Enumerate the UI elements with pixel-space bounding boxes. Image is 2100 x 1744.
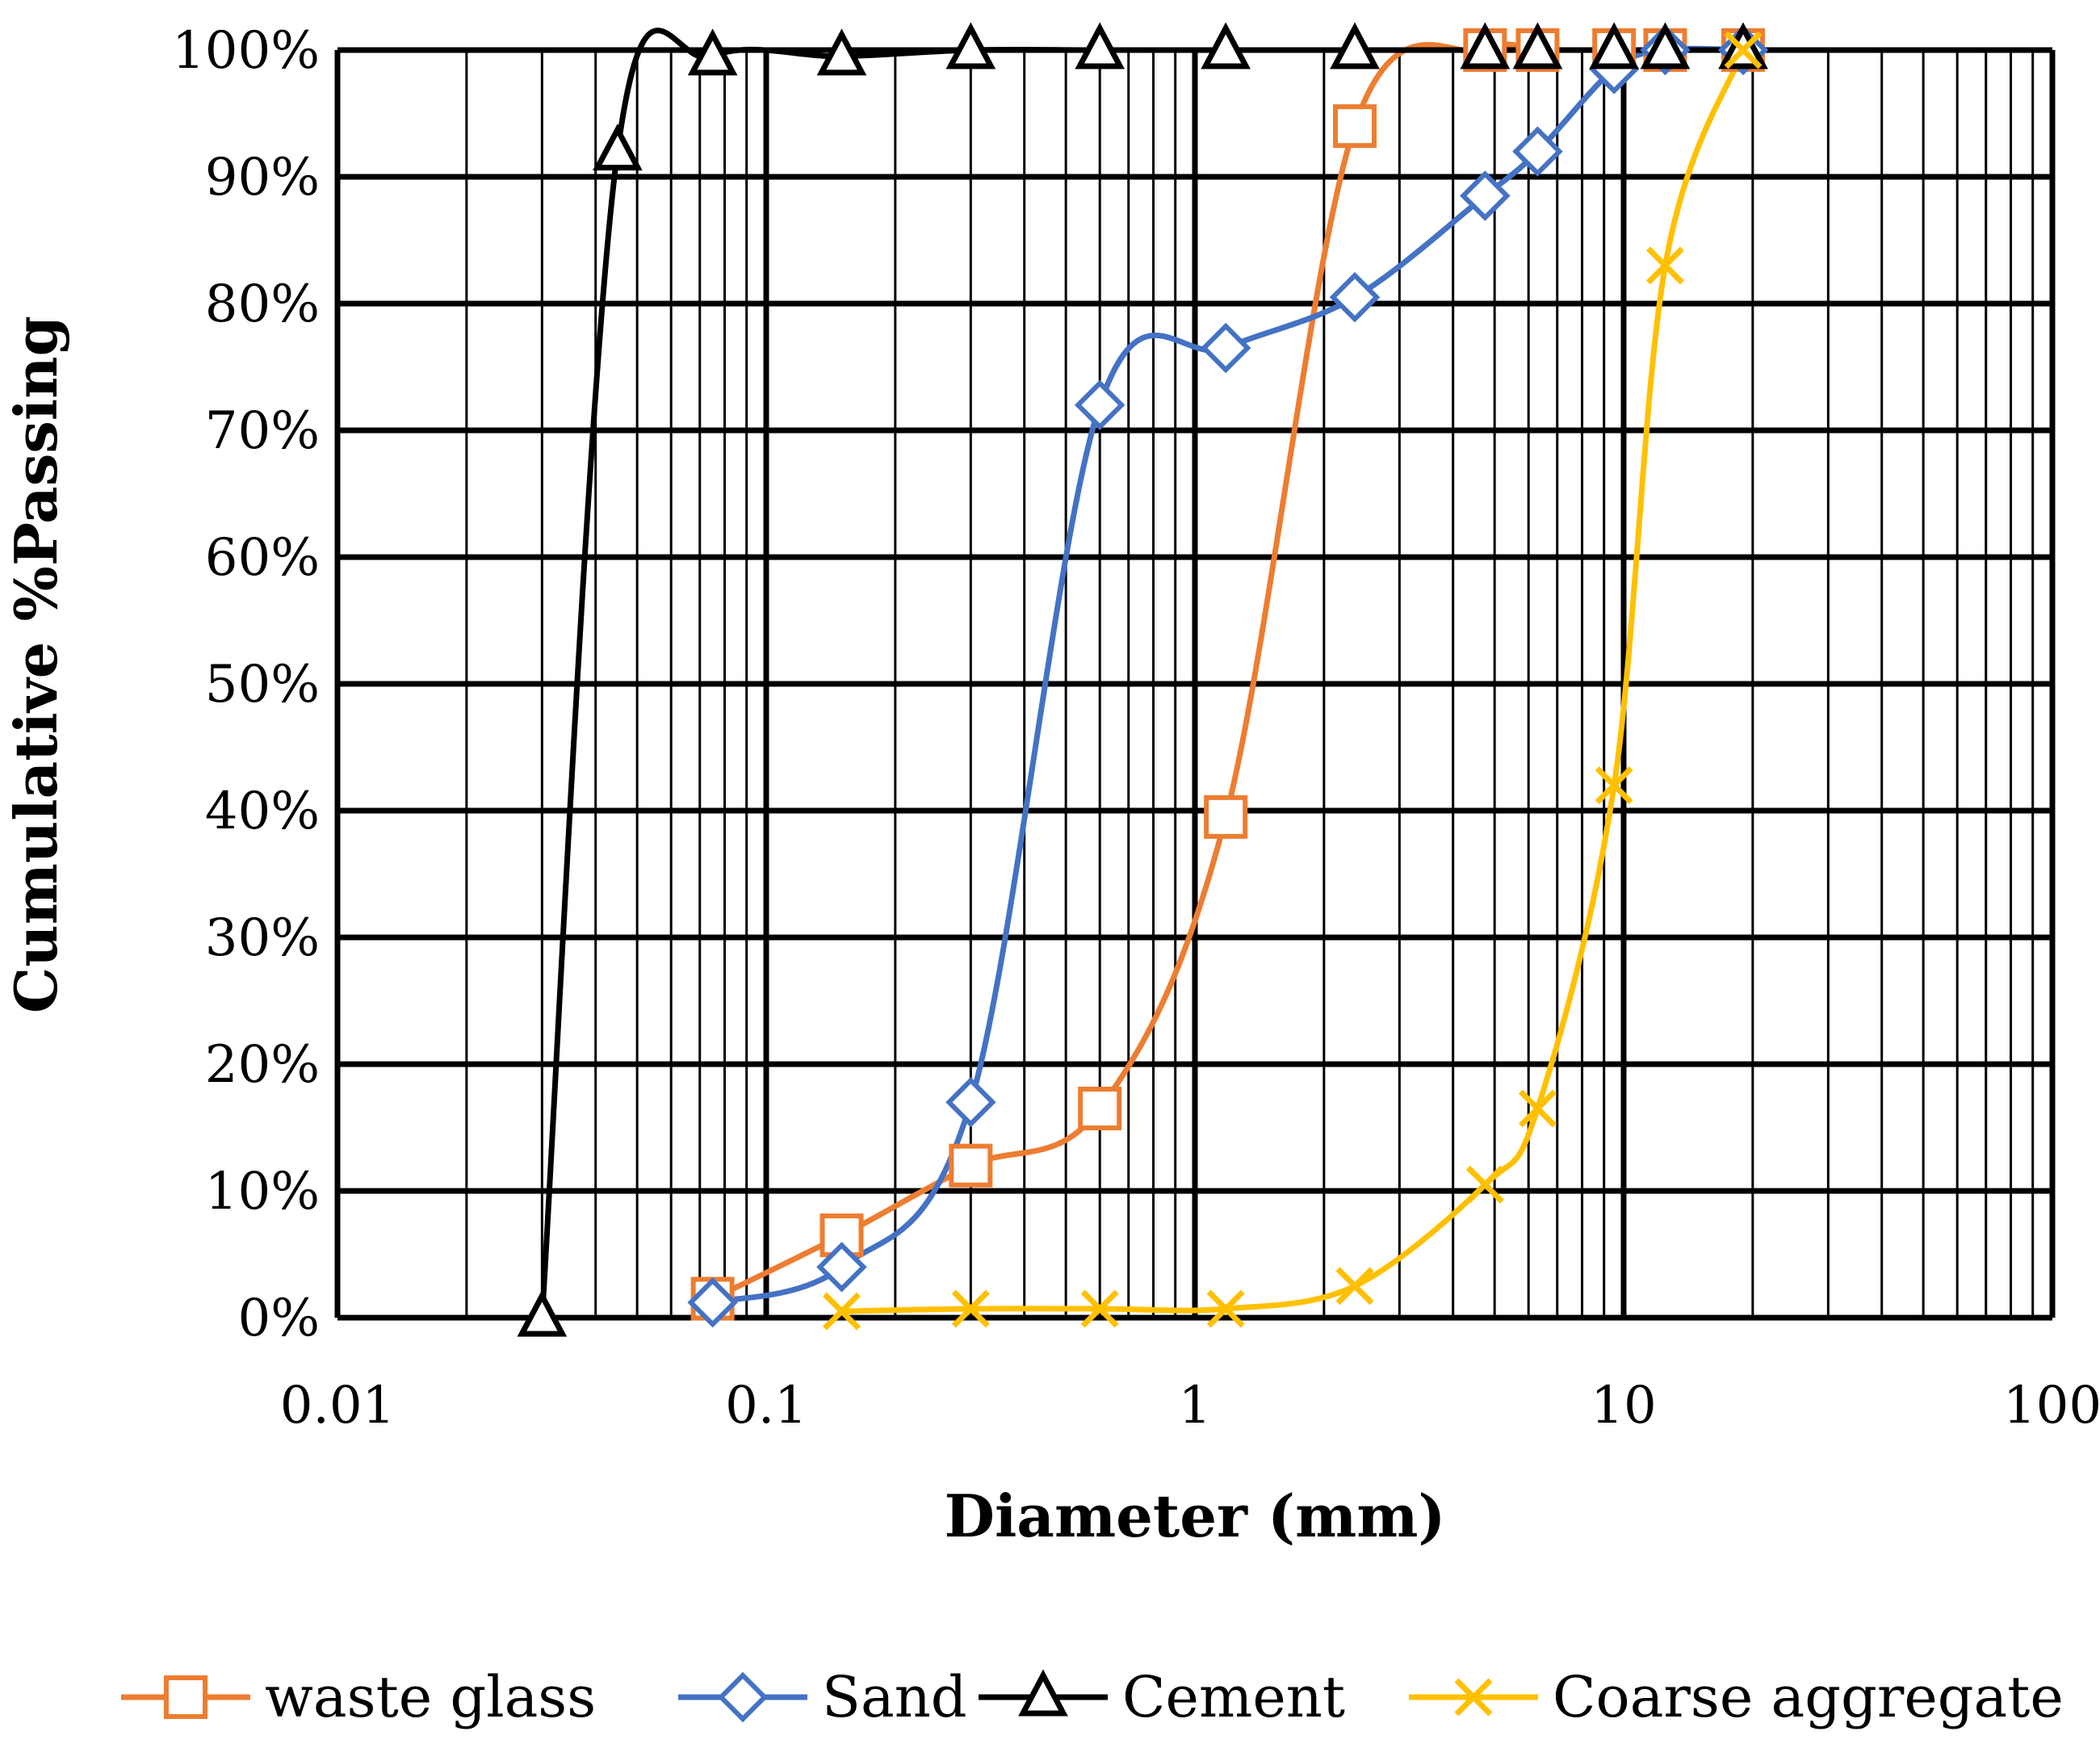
legend-marker-coarse-aggregate [1454,1678,1493,1717]
y-axis-title: Cumulative %Passing [2,316,70,1013]
series-lines [539,27,1746,1318]
cement-point [1330,22,1380,69]
x-tick-label: 100 [2003,1376,2100,1436]
legend: waste glass Sand Cement Coarse aggregate [121,1664,2064,1730]
waste-glass-line [711,41,1743,1302]
legend-marker-sand [717,1671,769,1723]
cement-point [1201,22,1251,69]
sand-point [1074,379,1125,430]
x-axis-ticks: 0.01 0.1 1 10 100 [280,1376,2100,1436]
cement-point [687,28,738,76]
cement-point [816,28,867,76]
y-axis-ticks: 0% 10% 20% 30% 40% 50% 60% 70% 80% 90% 100% [172,21,320,1348]
sand-point [687,1277,738,1328]
legend-label-coarse-aggregate: Coarse aggregate [1553,1664,2064,1730]
cement-point [1512,22,1563,69]
x-tick-label: 0.01 [280,1376,396,1436]
coarse-aggregate-point [1518,1089,1557,1128]
cement-point [1640,22,1691,69]
legend-marker-waste-glass [164,1675,207,1719]
waste-glass-point [1333,104,1377,149]
y-tick-label: 90% [205,148,320,208]
sand-point [1200,322,1251,374]
cement-point [517,1289,568,1337]
coarse-aggregate-point [1595,766,1633,805]
legend-label-cement: Cement [1122,1664,1345,1730]
y-tick-label: 10% [205,1162,320,1222]
cement-point [1589,22,1639,69]
sand-point [1329,271,1381,323]
waste-glass-point [1078,1086,1122,1130]
x-tick-label: 10 [1591,1376,1656,1436]
y-tick-label: 0% [237,1289,320,1348]
sand-line [711,45,1744,1306]
cement-point [1075,22,1125,69]
y-tick-label: 60% [205,528,320,588]
waste-glass-point [949,1143,993,1188]
waste-glass-point [1204,794,1248,839]
cement-point [945,22,996,69]
y-tick-label: 20% [205,1035,320,1095]
cement-point [593,124,643,171]
sand-point [945,1076,996,1128]
y-tick-label: 40% [205,782,320,841]
x-axis-title: Diameter (mm) [945,1482,1446,1550]
sand-point [1460,170,1511,221]
coarse-aggregate-point [1206,1289,1245,1328]
cement-line [539,27,1743,1318]
sand-point [1512,126,1563,177]
coarse-aggregate-point [1335,1267,1374,1306]
y-tick-label: 70% [205,401,320,461]
grid [334,47,2056,1321]
coarse-aggregate-line [841,48,1746,1314]
series-markers [517,22,1769,1337]
coarse-aggregate-point [951,1289,990,1328]
coarse-aggregate-point [1724,31,1763,69]
y-tick-label: 50% [205,655,320,715]
y-tick-label: 80% [205,275,320,334]
cement-point [1460,22,1511,69]
y-tick-label: 100% [172,21,320,81]
coarse-aggregate-point [823,1292,861,1331]
legend-marker-cement [1018,1669,1068,1717]
coarse-aggregate-point [1465,1165,1504,1204]
sand-point [816,1241,867,1293]
y-tick-label: 30% [205,908,320,968]
coarse-aggregate-point [1080,1289,1119,1328]
coarse-aggregate-point [1645,246,1684,285]
x-tick-label: 1 [1179,1376,1212,1436]
x-tick-label: 0.1 [725,1376,807,1436]
legend-label-sand: Sand [822,1664,967,1730]
legend-label-waste-glass: waste glass [265,1664,596,1730]
